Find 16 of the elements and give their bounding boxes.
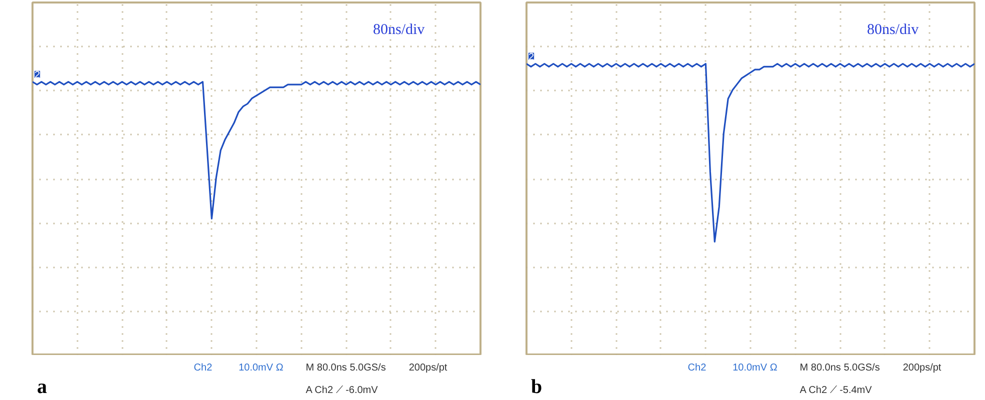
text: 10.0mV Ω — [238, 362, 284, 374]
text: A Ch2 ⟋ -5.4mV — [800, 385, 872, 396]
text: 200ps/pt — [902, 362, 942, 374]
text: 10.0mV Ω — [732, 362, 778, 374]
chart-subtitle: 80ns/div — [866, 22, 920, 38]
text: b — [530, 376, 542, 398]
text: A Ch2 ⟋ -6.0mV — [306, 385, 378, 396]
text: M 80.0ns 5.0GS/s — [306, 362, 386, 374]
chart-subtitle: 80ns/div — [372, 22, 426, 38]
text: M 80.0ns 5.0GS/s — [800, 362, 880, 374]
text: 200ps/pt — [408, 362, 448, 374]
text: a — [36, 376, 47, 398]
text: Ch2 — [688, 362, 707, 374]
text: 2 — [528, 52, 534, 63]
text: 2 — [34, 70, 40, 81]
text: Ch2 — [194, 362, 213, 374]
